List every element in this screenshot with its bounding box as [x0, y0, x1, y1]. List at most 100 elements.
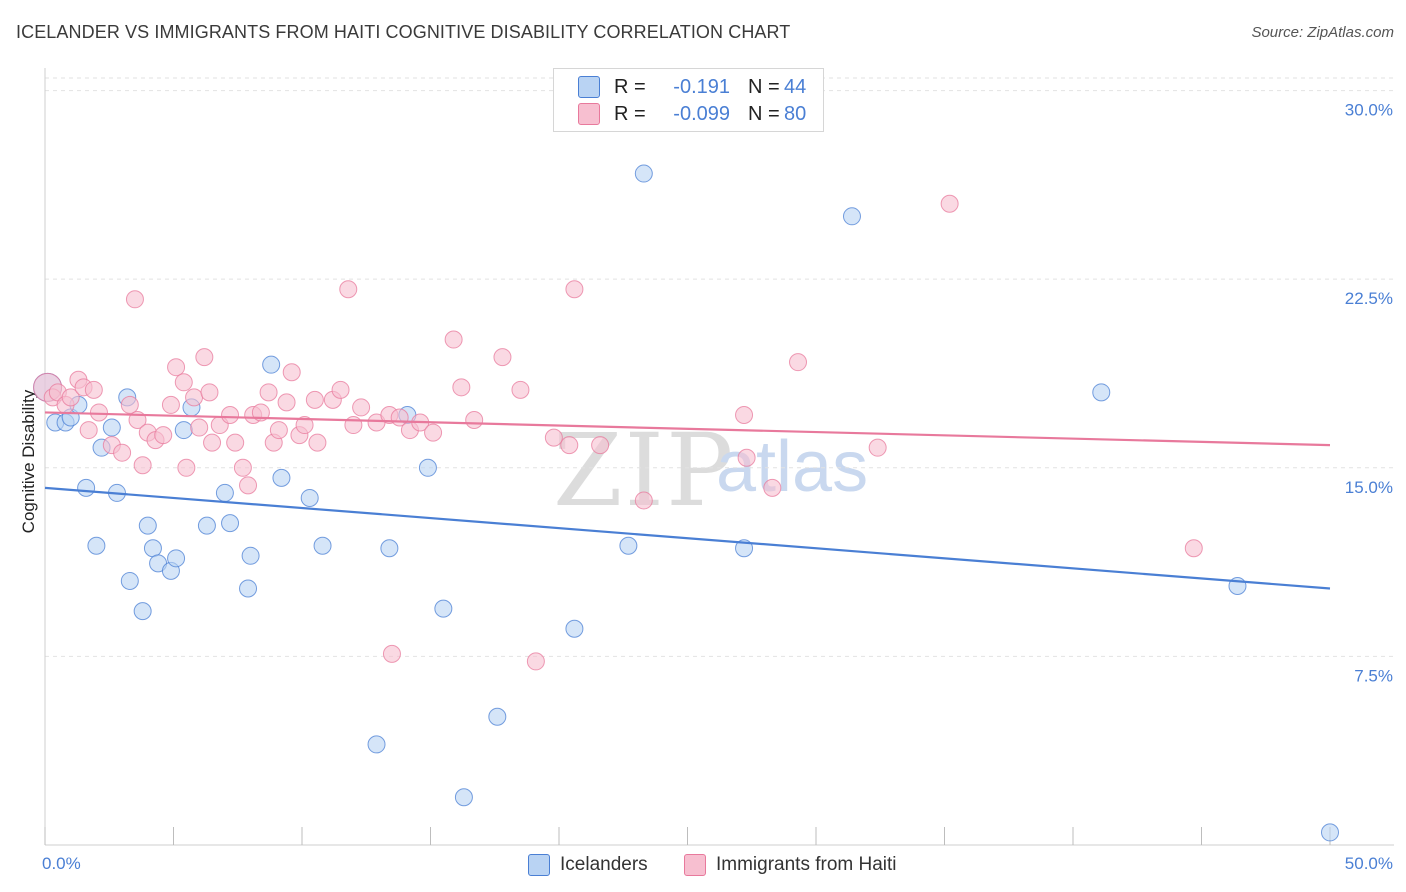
haiti-point — [89, 403, 108, 422]
icelanders-point — [1321, 823, 1339, 842]
haiti-point — [526, 652, 545, 671]
haiti-point — [424, 423, 443, 442]
haiti-point — [465, 411, 484, 430]
y-tick-label: 22.5% — [1345, 289, 1393, 308]
haiti-trend-line — [44, 411, 1331, 447]
haiti-point — [125, 290, 144, 309]
haiti-point — [154, 426, 173, 445]
watermark-atlas: atlas — [716, 427, 869, 507]
haiti-point — [1184, 539, 1203, 558]
y-tick-label: 30.0% — [1345, 101, 1393, 120]
icelanders-point — [215, 483, 234, 502]
haiti-point — [167, 358, 186, 377]
haiti-point — [634, 491, 653, 510]
icelanders-point — [434, 599, 453, 618]
icelanders-point — [367, 735, 386, 754]
r-value: -0.099 — [673, 102, 730, 125]
haiti-point — [511, 380, 530, 399]
haiti-point — [195, 348, 214, 367]
haiti-point — [79, 421, 98, 440]
haiti-point — [161, 395, 180, 414]
stats-legend: R = -0.191 N = 44 R = -0.099 N = 80 — [553, 68, 824, 132]
icelanders-point — [133, 602, 152, 621]
icelanders-point — [842, 207, 861, 226]
watermark-zip: ZIP — [553, 412, 736, 529]
haiti-legend-swatch — [684, 854, 706, 876]
icelanders-point — [488, 707, 507, 726]
stats-row-icelanders: R = -0.191 N = 44 — [554, 73, 806, 101]
legend-item-haiti: Immigrants from Haiti — [684, 852, 897, 878]
haiti-point — [339, 280, 358, 299]
haiti-point — [133, 456, 152, 475]
haiti-point — [331, 380, 350, 399]
icelanders-point — [138, 516, 157, 535]
haiti-point — [239, 476, 258, 495]
icelanders-point — [77, 478, 96, 497]
icelanders-point — [221, 514, 240, 533]
icelanders-point — [418, 458, 437, 477]
icelanders-point — [239, 579, 258, 598]
chart-title: ICELANDER VS IMMIGRANTS FROM HAITI COGNI… — [16, 22, 791, 42]
haiti-point — [177, 458, 196, 477]
icelanders-point — [197, 516, 216, 535]
legend-label: Icelanders — [560, 854, 648, 875]
icelanders-point — [272, 468, 291, 487]
icelanders-point — [241, 546, 260, 565]
source-label: Source: ZipAtlas.com — [1251, 24, 1394, 41]
haiti-point — [200, 383, 219, 402]
haiti-point — [203, 433, 222, 452]
icelanders-point — [102, 418, 121, 437]
haiti-point — [305, 390, 324, 409]
haiti-point — [940, 194, 959, 213]
haiti-point — [233, 458, 252, 477]
haiti-point — [282, 363, 301, 382]
r-value: -0.191 — [673, 75, 730, 98]
haiti-point — [591, 436, 610, 455]
haiti-point — [382, 644, 401, 663]
haiti-point — [259, 383, 278, 402]
icelanders-point — [1092, 383, 1111, 402]
x-tick-label: 0.0% — [42, 854, 81, 873]
icelanders-point — [454, 788, 473, 807]
haiti-point — [113, 443, 132, 462]
icelanders-point — [300, 488, 319, 507]
haiti-point — [269, 421, 288, 440]
haiti-point — [251, 403, 270, 422]
haiti-point — [308, 433, 327, 452]
haiti-point — [174, 373, 193, 392]
haiti-point — [868, 438, 887, 457]
icelanders-point — [174, 421, 193, 440]
haiti-point — [226, 433, 245, 452]
haiti-point — [185, 388, 204, 407]
legend-item-icelanders: Icelanders — [528, 852, 648, 878]
icelanders-trend-line — [44, 486, 1331, 590]
haiti-point — [295, 416, 314, 435]
stats-row-haiti: R = -0.099 N = 80 — [554, 100, 806, 128]
haiti-point — [444, 330, 463, 349]
haiti-point — [221, 405, 240, 424]
n-label: N = — [748, 102, 780, 125]
icelanders-point — [565, 619, 584, 638]
icelanders-point — [380, 539, 399, 558]
legend-label: Immigrants from Haiti — [716, 854, 897, 875]
icelanders-point — [313, 536, 332, 555]
haiti-point — [61, 388, 80, 407]
haiti-point — [452, 378, 471, 397]
r-label: R = — [614, 102, 646, 125]
haiti-point — [735, 405, 754, 424]
haiti-point — [84, 380, 103, 399]
haiti-point — [120, 395, 139, 414]
x-tick-label: 50.0% — [1345, 854, 1393, 873]
icelanders-point — [634, 164, 653, 183]
haiti-point — [277, 393, 296, 412]
y-tick-label: 7.5% — [1354, 666, 1393, 685]
y-axis-label: Cognitive Disability — [19, 389, 38, 533]
n-value: 80 — [784, 102, 807, 125]
icelanders-point — [87, 536, 106, 555]
icelanders-point — [619, 536, 638, 555]
icelanders-point — [167, 549, 186, 568]
haiti-point — [544, 428, 563, 447]
y-tick-label: 15.0% — [1345, 478, 1393, 497]
haiti-point — [565, 280, 584, 299]
